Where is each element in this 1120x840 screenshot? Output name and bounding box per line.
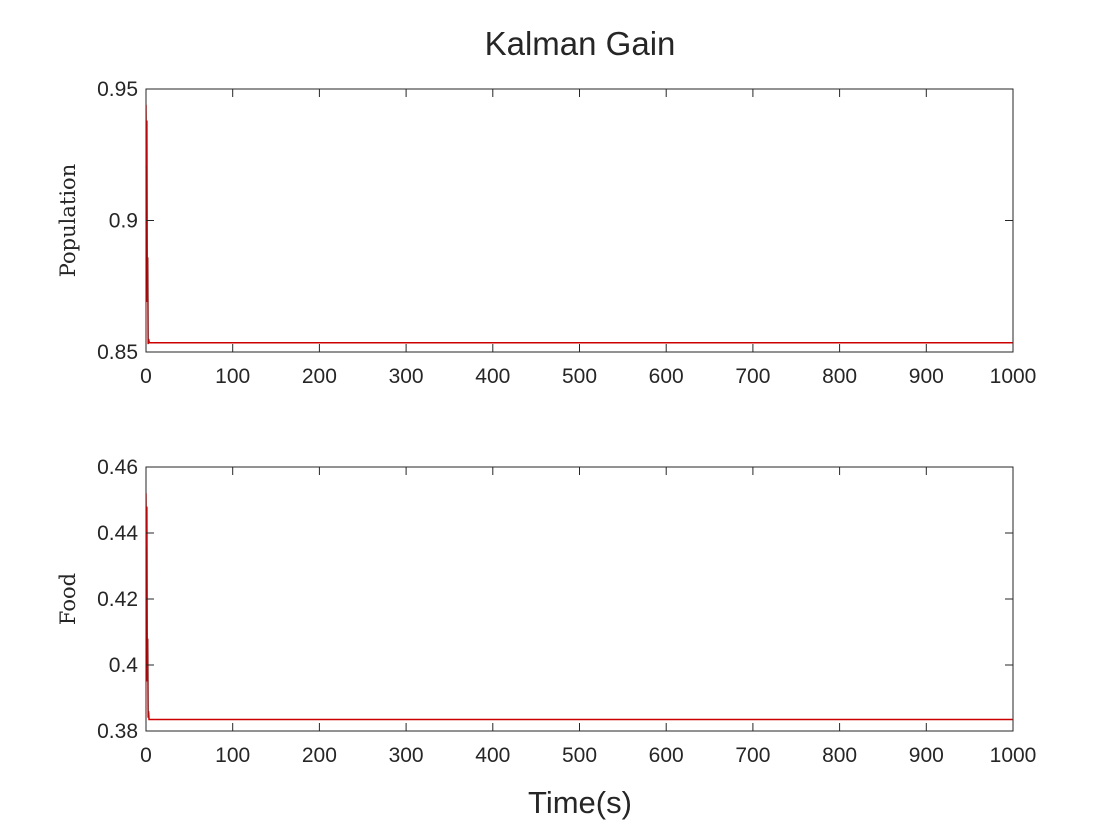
x-tick-label: 200 [302,365,337,388]
x-tick-label: 800 [822,365,857,388]
x-axis-label: Time(s) [528,785,632,820]
x-tick-label: 900 [909,365,944,388]
series-line-population-0 [146,104,1013,345]
x-tick-label: 300 [389,365,424,388]
subplots-layer: 0 100 200 300 400 500 600 700 800 900 10000.850.90… [56,78,1036,767]
x-tick-label: 400 [475,365,510,388]
y-tick-label: 0.38 [97,720,138,743]
plot-area-food [145,466,1014,732]
subplot-population: 0 100 200 300 400 500 600 700 800 900 1000 0.85 0.9 0… [56,78,1036,388]
y-tick-label: 0.44 [97,522,138,545]
x-tick-label: 0 [140,365,152,388]
x-tick-label: 1000 [990,365,1037,388]
x-tick-label: 800 [822,744,857,767]
y-axis-label-food: Food [56,573,80,625]
x-tick-label: 400 [475,744,510,767]
y-tick-label: 0.85 [97,341,138,364]
y-tick-label: 0.42 [97,588,138,611]
y-axis-label-population: Population [56,164,80,277]
plot-area-population [145,88,1014,353]
series-line-food-0 [146,493,1013,721]
x-tick-label: 500 [562,744,597,767]
x-tick-label: 700 [735,365,770,388]
x-tick-label: 600 [649,365,684,388]
x-tick-label: 100 [215,365,250,388]
y-tick-label: 0.46 [97,456,138,479]
x-tick-label: 200 [302,744,337,767]
x-tick-label: 300 [389,744,424,767]
x-tick-label: 700 [735,744,770,767]
x-tick-label: 500 [562,365,597,388]
x-tick-label: 1000 [990,744,1037,767]
x-tick-label: 900 [909,744,944,767]
figure-title: Kalman Gain [485,25,676,62]
x-tick-label: 0 [140,744,152,767]
x-tick-label: 600 [649,744,684,767]
subplot-food: 0 100 200 300 400 500 600 700 800 900 1000 0.38 0.4 0… [56,456,1036,767]
y-tick-label: 0.9 [109,210,138,233]
x-tick-label: 100 [215,744,250,767]
y-tick-label: 0.95 [97,78,138,101]
y-tick-label: 0.4 [109,654,139,677]
